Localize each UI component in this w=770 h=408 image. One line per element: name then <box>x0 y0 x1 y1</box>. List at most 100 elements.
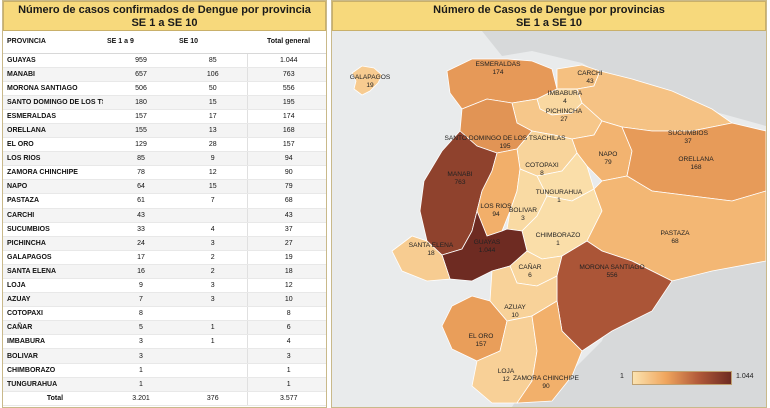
cell-provincia: NAPO <box>3 179 103 195</box>
cell-provincia: ORELLANA <box>3 123 103 139</box>
province-value-label: 43 <box>586 78 594 85</box>
header-total[interactable]: Total general <box>247 31 326 54</box>
table-row[interactable]: PICHINCHA 24 3 27 <box>3 236 326 251</box>
cell-provincia: LOS RIOS <box>3 151 103 167</box>
cell-se1-9: 506 <box>103 81 175 96</box>
cell-se10: 2 <box>175 250 247 265</box>
cell-se1-9: 180 <box>103 95 175 110</box>
cell-se10: 2 <box>175 264 247 280</box>
cell-total: 556 <box>246 81 326 96</box>
cell-provincia: SANTO DOMINGO DE LOS TS.. <box>3 95 103 110</box>
cell-total: 12 <box>246 278 326 294</box>
cell-se1-9: 7 <box>103 292 175 308</box>
cell-provincia: GUAYAS <box>3 53 103 68</box>
province-guayas[interactable] <box>441 209 528 282</box>
province-value-label: 19 <box>366 82 374 89</box>
cell-total: 6 <box>246 320 326 336</box>
total-se1-9: 3.201 <box>103 390 175 406</box>
table-row[interactable]: GUAYAS 959 85 1.044 <box>3 53 326 68</box>
cell-provincia: MANABI <box>3 67 103 82</box>
table-row[interactable]: PASTAZA 61 7 68 <box>3 193 326 209</box>
table-row[interactable]: TUNGURAHUA 1 1 <box>3 377 326 392</box>
cell-se1-9: 155 <box>103 123 175 139</box>
province-name-label: CHIMBORAZO <box>536 232 581 239</box>
cell-se1-9: 17 <box>103 250 175 265</box>
province-name-label: LOS RIOS <box>480 203 512 210</box>
cell-total: 18 <box>246 264 326 280</box>
cell-provincia: PASTAZA <box>3 193 103 209</box>
table-row[interactable]: BOLIVAR 3 3 <box>3 348 326 364</box>
cell-se10 <box>175 363 247 378</box>
cell-provincia: PICHINCHA <box>3 236 103 251</box>
province-value-label: 4 <box>563 98 567 105</box>
province-value-label: 90 <box>542 383 550 390</box>
header-provincia[interactable]: PROVINCIA <box>3 31 103 54</box>
cell-se1-9: 24 <box>103 236 175 251</box>
province-galapagos[interactable] <box>351 65 383 96</box>
cell-provincia: ZAMORA CHINCHIPE <box>3 165 103 181</box>
table-body: GUAYAS 959 85 1.044 MANABI 657 106 763 MORONA SA… <box>3 53 326 406</box>
table-row[interactable]: ORELLANA 155 13 168 <box>3 123 326 139</box>
cell-total: 4 <box>246 334 326 350</box>
cell-se1-9: 61 <box>103 193 175 209</box>
cell-provincia: CARCHI <box>3 208 103 223</box>
cell-se1-9: 16 <box>103 264 175 280</box>
table-row[interactable]: AZUAY 7 3 10 <box>3 292 326 308</box>
province-santa-elena[interactable] <box>391 235 451 282</box>
province-carchi[interactable] <box>556 64 601 90</box>
table-row[interactable]: ZAMORA CHINCHIPE 78 12 90 <box>3 165 326 181</box>
header-se1-9[interactable]: SE 1 a 9 <box>103 31 175 54</box>
province-name-label: SANTA ELENA <box>409 242 454 249</box>
cell-provincia: MORONA SANTIAGO <box>3 81 103 96</box>
province-value-label: 157 <box>475 341 486 348</box>
table-row[interactable]: SANTA ELENA 16 2 18 <box>3 264 326 280</box>
province-name-label: TUNGURAHUA <box>536 189 583 196</box>
table-row[interactable]: COTOPAXI 8 8 <box>3 306 326 322</box>
table-row[interactable]: IMBABURA 3 1 4 <box>3 334 326 350</box>
cell-se10: 50 <box>175 81 247 96</box>
map-title: Número de Casos de Dengue por provincias… <box>332 1 766 31</box>
province-value-label: 556 <box>606 272 617 279</box>
table-row[interactable]: CHIMBORAZO 1 1 <box>3 363 326 378</box>
table-row[interactable]: MORONA SANTIAGO 506 50 556 <box>3 81 326 96</box>
map-provinces <box>351 58 766 404</box>
total-label: Total <box>3 390 103 406</box>
province-name-label: NAPO <box>599 151 618 158</box>
cell-provincia: GALAPAGOS <box>3 250 103 265</box>
province-name-label: PICHINCHA <box>546 108 583 115</box>
province-value-label: 79 <box>604 159 612 166</box>
province-name-label: ESMERALDAS <box>475 61 521 68</box>
table-row[interactable]: ESMERALDAS 157 17 174 <box>3 109 326 124</box>
table-row[interactable]: MANABI 657 106 763 <box>3 67 326 82</box>
table-row[interactable]: SUCUMBIOS 33 4 37 <box>3 222 326 237</box>
cell-se10 <box>175 208 247 223</box>
cell-se10: 3 <box>175 278 247 294</box>
cell-total: 37 <box>246 222 326 237</box>
table-header-row: PROVINCIA SE 1 a 9 SE 10 Total general <box>3 31 326 54</box>
cell-provincia: TUNGURAHUA <box>3 377 103 392</box>
cell-total: 94 <box>246 151 326 167</box>
province-name-label: IMBABURA <box>548 90 583 97</box>
province-zamora-chinchipe[interactable] <box>516 300 583 404</box>
cell-se1-9: 657 <box>103 67 175 82</box>
table-row[interactable]: SANTO DOMINGO DE LOS TS.. 180 15 195 <box>3 95 326 110</box>
cell-provincia: IMBABURA <box>3 334 103 350</box>
table-row[interactable]: GALAPAGOS 17 2 19 <box>3 250 326 265</box>
table-row[interactable]: LOJA 9 3 12 <box>3 278 326 294</box>
cell-provincia: LOJA <box>3 278 103 294</box>
table-row[interactable]: NAPO 64 15 79 <box>3 179 326 195</box>
cell-provincia: AZUAY <box>3 292 103 308</box>
neighbour-country-south <box>512 261 766 407</box>
cell-se10: 7 <box>175 193 247 209</box>
cell-provincia: SANTA ELENA <box>3 264 103 280</box>
province-value-label: 10 <box>511 312 519 319</box>
table-row[interactable]: CAÑAR 5 1 6 <box>3 320 326 336</box>
table-row[interactable]: EL ORO 129 28 157 <box>3 137 326 153</box>
province-value-label: 195 <box>499 143 510 150</box>
header-se10[interactable]: SE 10 <box>175 31 247 54</box>
table-row[interactable]: CARCHI 43 43 <box>3 208 326 223</box>
cell-se1-9: 8 <box>103 306 175 322</box>
table-row[interactable]: LOS RIOS 85 9 94 <box>3 151 326 167</box>
